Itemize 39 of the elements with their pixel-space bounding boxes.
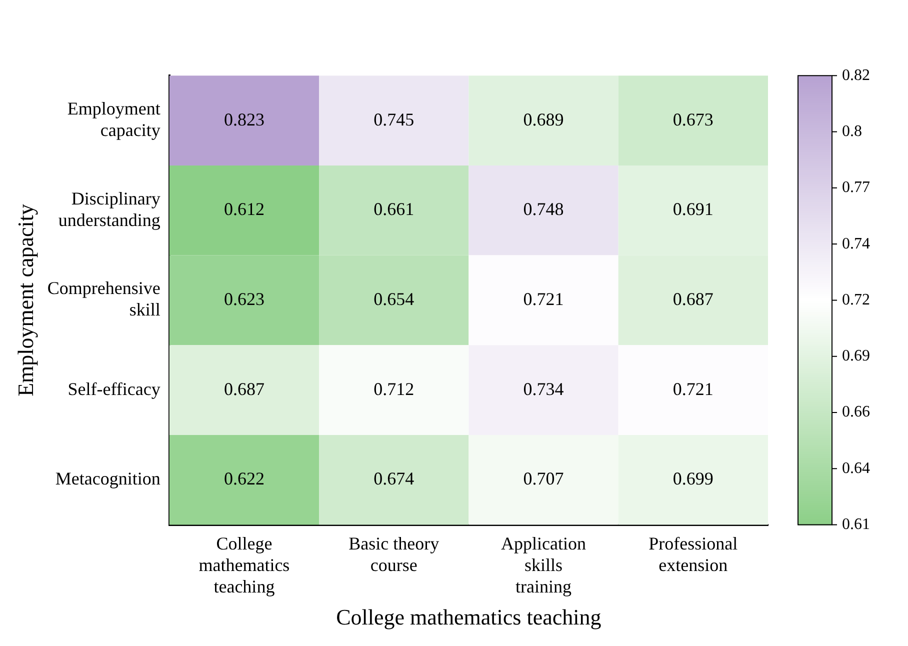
data-label: 0.748 [523,199,564,220]
data-label: 0.673 [672,109,714,130]
x-axis-title: College mathematics teaching [336,604,602,630]
data-label: 0.661 [374,199,414,220]
color-bar-label: 0.77 [842,179,870,196]
data-label: 0.734 [523,378,564,399]
data-label: 0.654 [374,288,414,309]
data-label: 0.612 [224,199,264,220]
color-bar-label: 0.69 [842,348,870,365]
x-tick-label: Professional extension [648,533,738,575]
data-label: 0.687 [224,378,264,399]
color-bar-label: 0.66 [842,404,870,421]
data-label: 0.623 [224,288,264,309]
color-bar-label: 0.64 [842,460,870,477]
data-label: 0.687 [672,288,714,309]
x-tick-label: Application skills training [501,533,586,597]
data-label: 0.674 [374,468,414,489]
y-tick-label: Self-efficacy [68,378,160,399]
y-tick-label: Metacognition [55,468,160,489]
x-tick-label: Basic theory course [348,533,440,575]
data-label: 0.745 [374,109,414,130]
y-tick-label: Disciplinary understanding [58,188,160,230]
y-tick-label: Comprehensive skill [47,278,160,320]
data-label: 0.689 [523,109,564,130]
color-bar-label: 0.72 [842,291,870,308]
x-tick-label: College mathematics teaching [198,533,290,597]
data-label: 0.721 [523,288,564,309]
data-label: 0.823 [224,109,264,130]
color-bar-label: 0.61 [842,516,870,534]
y-tick-label: Employment capacity [67,98,160,140]
data-label: 0.699 [672,468,714,489]
data-label: 0.622 [224,468,264,489]
color-bar-label: 0.74 [842,235,870,252]
data-label: 0.691 [672,199,714,220]
data-label: 0.721 [672,378,714,399]
color-bar-label: 0.8 [842,122,862,140]
color-bar-label: 0.82 [842,66,870,84]
data-label: 0.707 [523,468,564,489]
data-label: 0.712 [374,378,414,399]
